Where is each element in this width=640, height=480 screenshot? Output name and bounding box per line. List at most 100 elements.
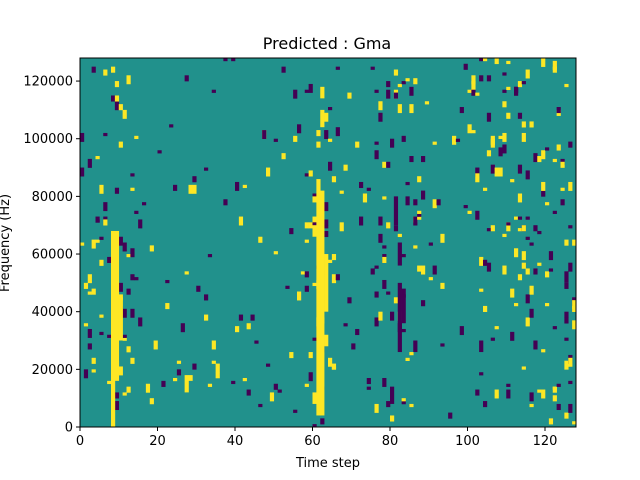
x-axis-label: Time step <box>295 456 360 471</box>
noise-cell <box>440 233 445 243</box>
noise-cell <box>401 398 406 402</box>
noise-cell <box>87 274 92 284</box>
noise-cell <box>514 216 519 220</box>
noise-cell <box>459 326 464 336</box>
noise-cell <box>114 401 120 411</box>
noise-cell <box>393 92 399 99</box>
noise-cell <box>122 392 127 396</box>
noise-cell <box>517 112 523 119</box>
noise-cell <box>483 401 488 408</box>
noise-cell <box>463 205 468 209</box>
noise-cell <box>246 323 251 330</box>
noise-cell <box>347 297 352 304</box>
noise-cell <box>393 69 399 76</box>
noise-cell <box>517 274 523 281</box>
noise-cell <box>483 259 488 266</box>
noise-cell <box>409 403 414 408</box>
noise-cell <box>316 141 321 148</box>
noise-cell <box>250 314 255 321</box>
noise-cell <box>568 357 573 367</box>
noise-cell <box>122 109 127 116</box>
noise-cell <box>440 343 445 347</box>
noise-cell <box>521 262 526 269</box>
noise-cell <box>510 179 515 183</box>
noise-cell <box>494 389 499 396</box>
noise-cell <box>130 274 135 281</box>
heatmap-cell <box>479 340 484 353</box>
noise-cell <box>409 104 414 114</box>
noise-cell <box>320 418 325 425</box>
noise-cell <box>328 107 333 111</box>
noise-cell <box>355 328 360 336</box>
noise-cell <box>173 377 178 382</box>
noise-cell <box>324 219 329 226</box>
noise-cell <box>378 233 383 240</box>
noise-cell <box>479 288 484 292</box>
noise-cell <box>479 256 484 266</box>
noise-cell <box>486 112 492 122</box>
heatmap-cell <box>320 190 325 416</box>
noise-cell <box>281 153 286 160</box>
noise-cell <box>521 81 526 85</box>
noise-cell <box>494 58 499 65</box>
noise-cell <box>556 144 561 151</box>
noise-cell <box>498 135 503 140</box>
noise-cell <box>525 268 530 275</box>
noise-cell <box>502 101 507 108</box>
noise-cell <box>475 92 480 96</box>
noise-cell <box>502 89 507 93</box>
noise-cell <box>572 421 577 425</box>
noise-cell <box>304 383 309 387</box>
noise-cell <box>293 89 298 99</box>
noise-cell <box>304 173 309 177</box>
noise-cell <box>328 138 333 142</box>
noise-cell <box>83 323 89 327</box>
noise-cell <box>118 282 123 292</box>
noise-cell <box>397 83 402 88</box>
heatmap-cell <box>320 86 325 99</box>
noise-cell <box>479 75 484 82</box>
heatmap-cell <box>397 282 402 353</box>
noise-cell <box>107 380 112 385</box>
noise-cell <box>521 251 526 261</box>
noise-cell <box>560 199 565 206</box>
y-tick-label: 60000 <box>32 248 73 263</box>
noise-cell <box>467 89 472 93</box>
noise-cell <box>122 242 127 252</box>
noise-cell <box>204 294 209 301</box>
noise-cell <box>514 89 519 96</box>
noise-cell <box>552 395 557 402</box>
noise-cell <box>134 210 139 214</box>
noise-cell <box>211 360 216 364</box>
noise-cell <box>529 285 534 295</box>
noise-cell <box>192 363 197 370</box>
noise-cell <box>184 75 189 82</box>
noise-cell <box>533 225 538 232</box>
noise-cell <box>483 187 488 191</box>
noise-cell <box>405 78 410 82</box>
noise-cell <box>223 58 228 62</box>
noise-cell <box>421 190 426 200</box>
noise-cell <box>382 377 387 387</box>
noise-cell <box>560 161 565 168</box>
noise-cell <box>308 170 313 177</box>
noise-cell <box>494 326 499 330</box>
noise-cell <box>370 268 375 275</box>
noise-cell <box>269 392 275 402</box>
noise-cell <box>328 259 333 263</box>
noise-cell <box>564 412 569 419</box>
noise-cell <box>87 291 92 295</box>
noise-cell <box>196 285 201 292</box>
noise-cell <box>490 225 495 232</box>
noise-cell <box>440 282 445 289</box>
y-axis-label: Frequency (Hz) <box>0 194 13 292</box>
noise-cell <box>525 170 530 180</box>
noise-cell <box>572 239 577 246</box>
noise-cell <box>564 317 569 324</box>
y-tick-label: 20000 <box>32 363 73 378</box>
noise-cell <box>386 401 391 408</box>
noise-cell <box>103 132 108 137</box>
x-tick-label: 80 <box>382 434 399 449</box>
noise-cell <box>471 75 476 85</box>
noise-cell <box>281 66 286 73</box>
